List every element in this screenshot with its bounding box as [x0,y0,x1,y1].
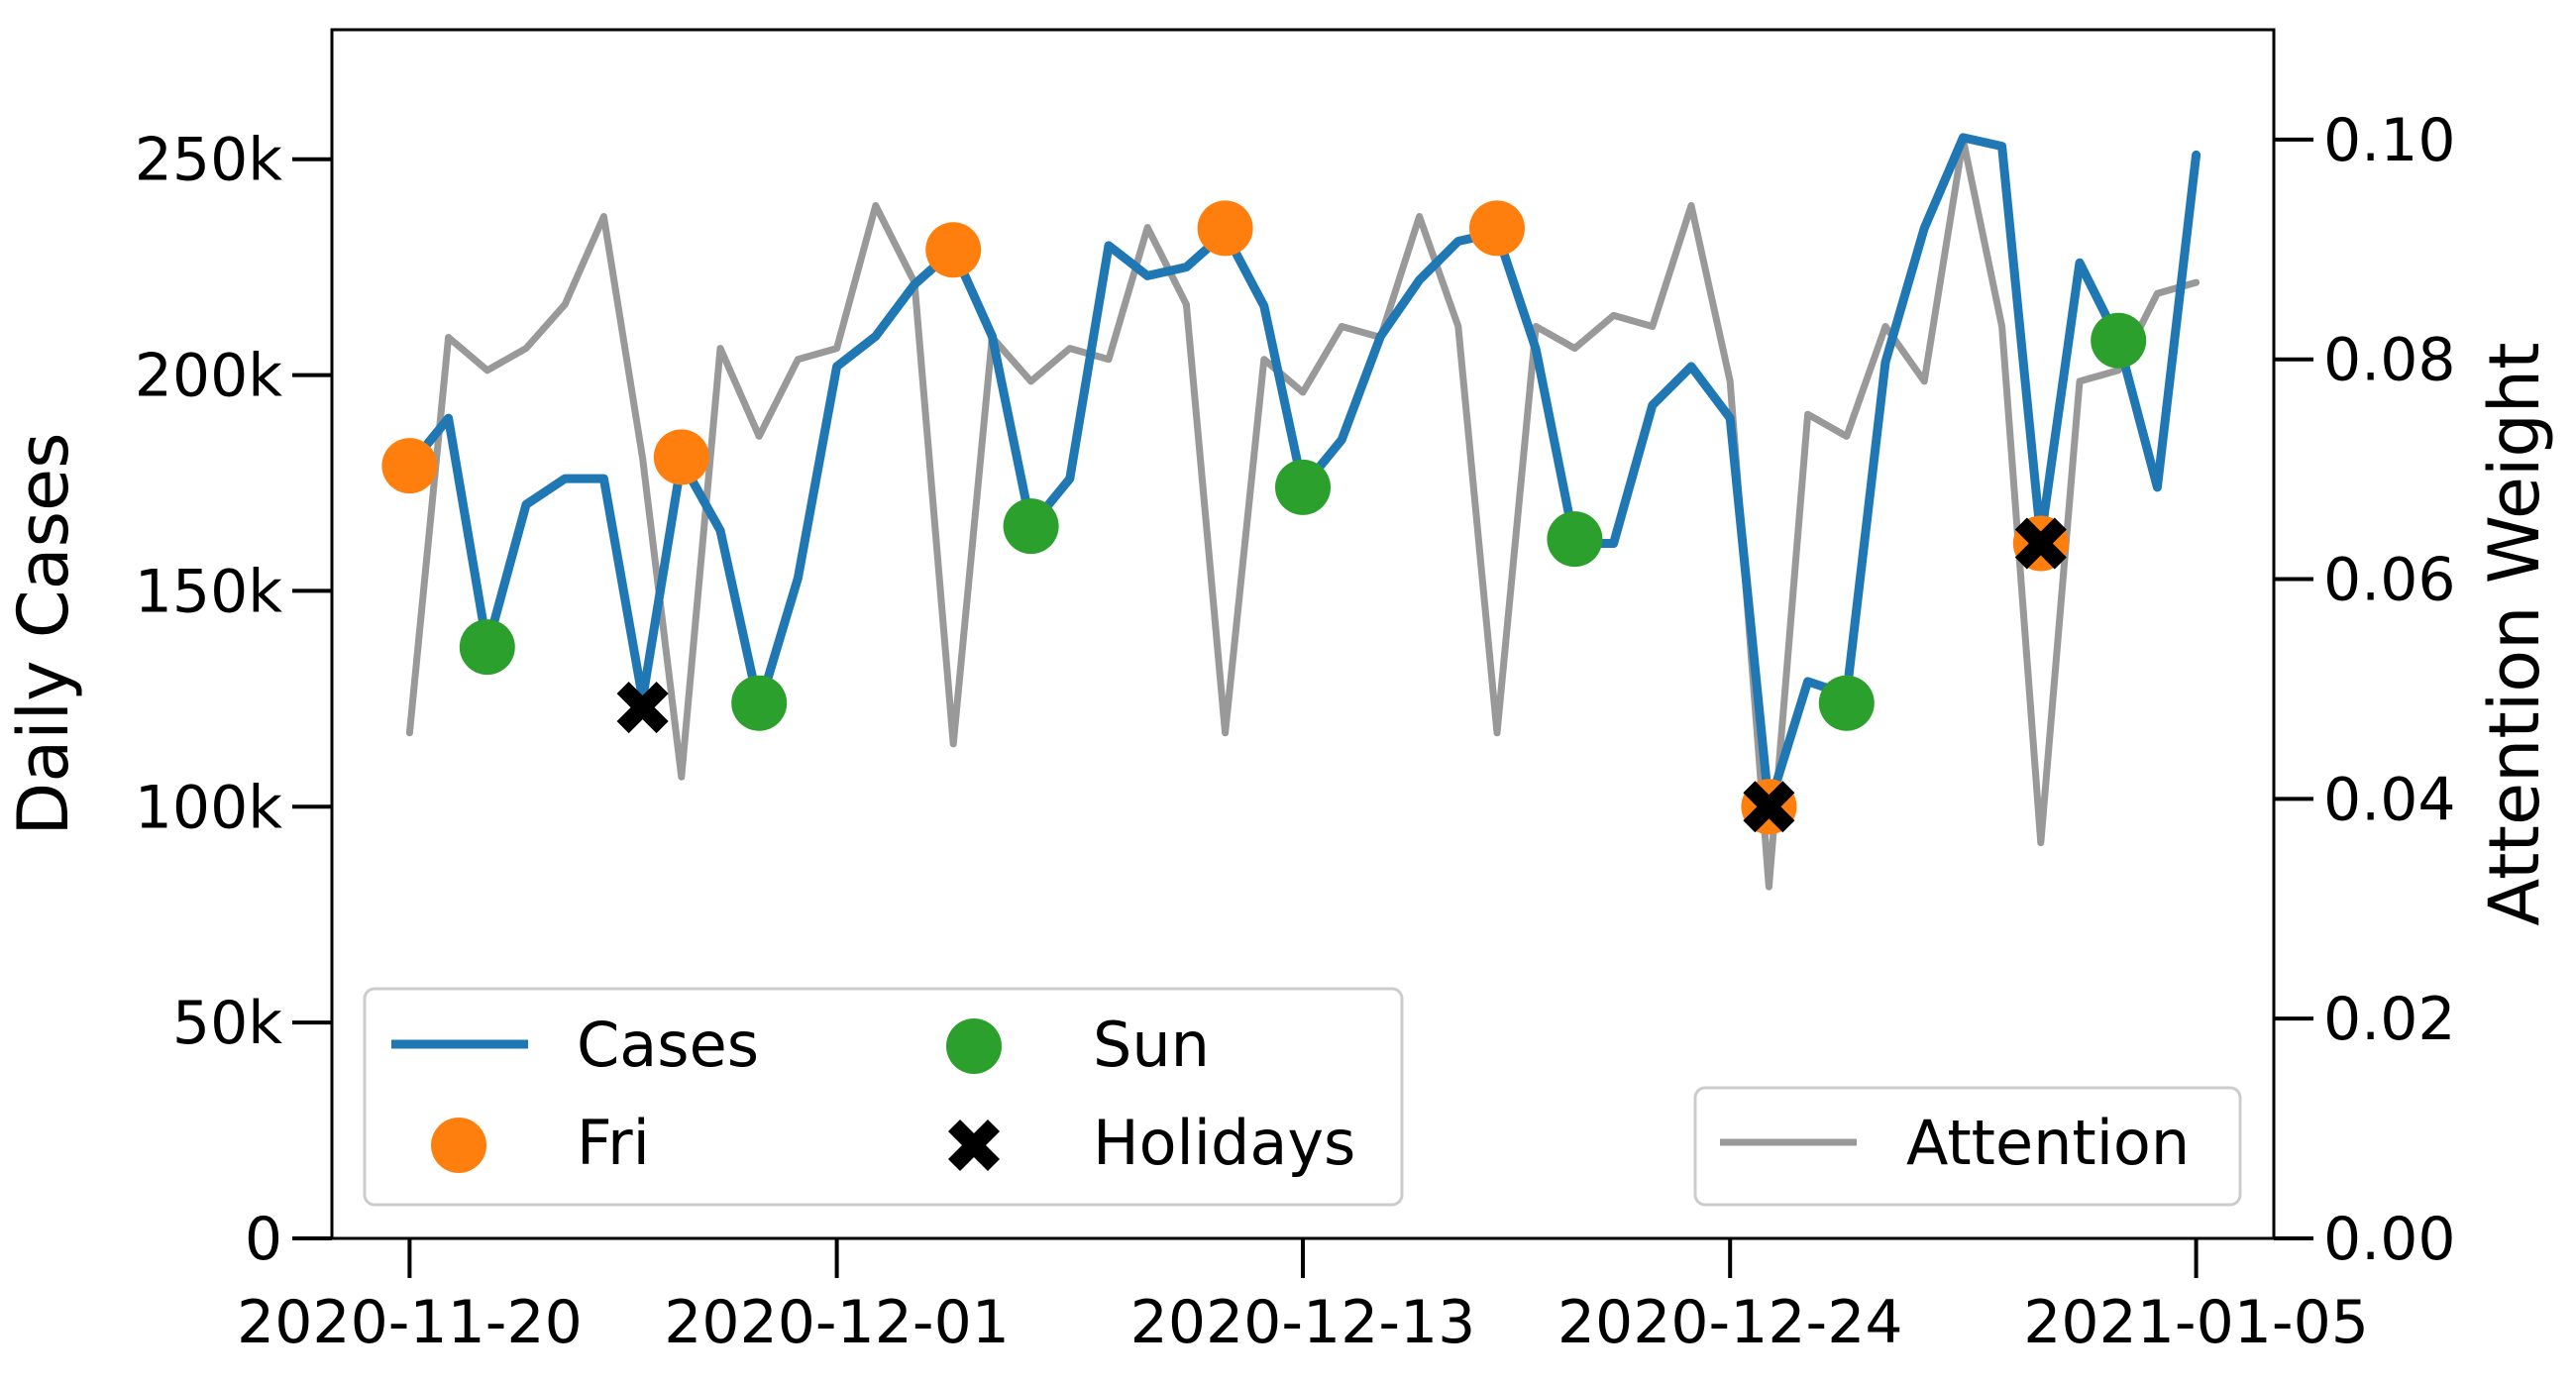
legend-attention-label: Attention [1906,1107,2190,1179]
y-tick-label-150000: 150k [135,557,283,626]
marker-sun-2020-12-27 [1818,675,1875,731]
y-tick-label-100000: 100k [135,773,283,842]
y-tick-label-50000: 50k [172,989,282,1058]
marker-fri-2020-12-11 [1197,200,1253,257]
marker-fri-2020-12-18 [1469,200,1525,257]
marker-sun-2020-11-22 [459,619,515,676]
legend-holidays-swatch [947,1119,1001,1172]
y-tick-label-250000: 250k [135,126,283,195]
legend-sun-label: Sun [1093,1009,1210,1081]
marker-sun-2021-01-03 [2091,312,2147,369]
legend-fri-label: Fri [577,1107,650,1179]
legend-holidays-label: Holidays [1093,1107,1355,1179]
series-line-attention [405,136,2200,891]
y2-tick-label-0.08: 0.08 [2323,326,2456,395]
marker-fri-2020-11-27 [653,429,709,485]
y2-tick-label-0.06: 0.06 [2323,546,2456,615]
x-tick-label-2021-01-05: 2021-01-05 [2023,1288,2369,1357]
marker-holidays-2020-12-25 [1743,781,1795,833]
y2-tick-label-0.04: 0.04 [2323,765,2456,834]
legend-fri-swatch [431,1118,486,1173]
legend-main-box [363,987,1404,1207]
y-axis-right: 0.00 0.02 0.04 0.06 0.08 0.10 [2274,106,2456,1274]
x-tick-label-2020-12-13: 2020-12-13 [1130,1288,1476,1357]
y-axis-left: 0 50k 100k 150k 200k 250k [135,126,332,1274]
x-tick-label-2020-12-01: 2020-12-01 [664,1288,1010,1357]
marker-holidays-2021-01-01 [2014,517,2067,570]
legend-cases-label: Cases [577,1009,759,1081]
y2-tick-label-0.02: 0.02 [2323,985,2456,1054]
legend-main: Cases Fri Sun Holidays [363,987,1404,1207]
marker-sun-2020-12-20 [1547,511,1603,568]
y2-axis-title: Attention Weight [2474,342,2555,925]
y-tick-label-200000: 200k [135,342,283,411]
marker-sun-2020-11-29 [731,675,788,731]
marker-sun-2020-12-06 [1003,498,1059,555]
y-tick-label-0: 0 [245,1205,282,1274]
plot-markers [381,200,2147,835]
marker-fri-2020-11-20 [381,438,438,494]
legend-sun-swatch [946,1018,1002,1074]
y2-tick-label-0: 0.00 [2323,1205,2456,1274]
x-tick-label-2020-11-20: 2020-11-20 [237,1288,583,1357]
legend-attention: Attention [1693,1086,2242,1207]
marker-holidays-2020-11-26 [616,682,669,734]
marker-fri-2020-12-04 [925,222,982,278]
y2-tick-label-0.1: 0.10 [2323,106,2456,175]
y-axis-title: Daily Cases [3,432,84,835]
x-axis: 2020-11-20 2020-12-01 2020-12-13 2020-12-24… [237,1238,2369,1357]
x-tick-label-2020-12-24: 2020-12-24 [1557,1288,1903,1357]
marker-sun-2020-12-13 [1275,459,1331,515]
legend-attention-box [1693,1086,2242,1207]
